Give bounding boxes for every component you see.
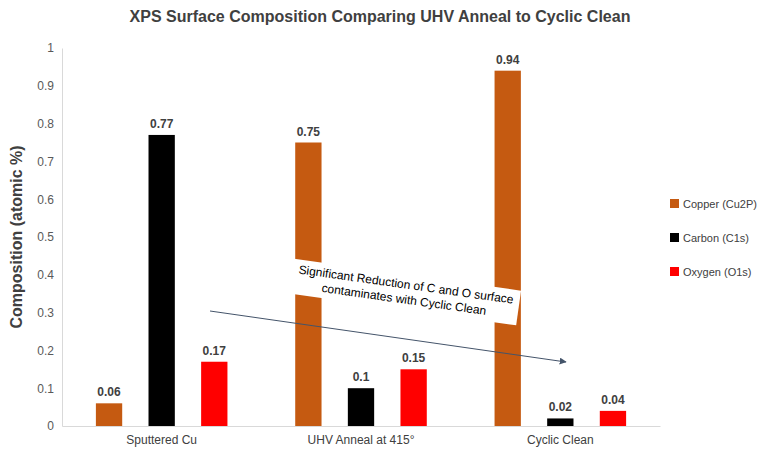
y-tick: 0.2 [37, 344, 62, 358]
data-label: 0.77 [150, 117, 174, 131]
data-label: 0.04 [601, 393, 625, 407]
data-label: 0.17 [203, 344, 227, 358]
bar [600, 411, 626, 426]
y-tick-label: 0.9 [37, 79, 54, 93]
legend-label: Copper (Cu2P) [683, 198, 757, 210]
legend: Copper (Cu2P) Carbon (C1s) Oxygen (O1s) [670, 198, 757, 278]
chart: XPS Surface Composition Comparing UHV An… [0, 0, 760, 461]
data-label: 0.94 [496, 53, 520, 67]
bar [348, 388, 374, 426]
y-tick: 0.6 [37, 193, 62, 207]
y-axis-line [62, 49, 63, 427]
y-tick: 0.3 [37, 306, 62, 320]
data-label: 0.02 [549, 400, 573, 414]
y-tick: 0.4 [37, 268, 62, 282]
bar [495, 71, 521, 426]
x-tick: Cyclic Clean [527, 426, 594, 447]
y-tick-label: 0.5 [37, 230, 54, 244]
y-tick: 0.9 [37, 79, 62, 93]
x-tick: Sputtered Cu [126, 426, 197, 447]
bars [96, 71, 626, 426]
y-tick-label: 0.1 [37, 382, 54, 396]
y-tick-label: 0.3 [37, 306, 54, 320]
y-tick: 1 [47, 41, 62, 55]
legend-label: Oxygen (O1s) [683, 266, 751, 278]
annotation-text: Significant Reduction of C and O surface… [296, 263, 515, 322]
bar [201, 362, 227, 426]
legend-swatch [670, 199, 679, 208]
x-tick-label: Sputtered Cu [126, 433, 197, 447]
y-tick: 0.5 [37, 230, 62, 244]
y-tick-label: 1 [47, 41, 54, 55]
x-tick: UHV Anneal at 415° [308, 426, 415, 447]
legend-swatch [670, 233, 679, 242]
plot: 0 0.1 0.2 0.3 0.4 0.5 0.6 0.7 0.8 0.9 1 Sputtered C… [37, 41, 660, 446]
y-tick-label: 0.8 [37, 117, 54, 131]
x-tick-label: Cyclic Clean [527, 433, 594, 447]
x-axis-line [63, 426, 661, 427]
y-axis: 0 0.1 0.2 0.3 0.4 0.5 0.6 0.7 0.8 0.9 1 [37, 41, 62, 433]
annotation: Significant Reduction of C and O surface… [289, 259, 521, 326]
y-tick: 0.7 [37, 155, 62, 169]
y-tick-label: 0 [47, 419, 54, 433]
title: XPS Surface Composition Comparing UHV An… [130, 8, 631, 25]
annotation-box [289, 259, 521, 326]
legend-swatch [670, 267, 679, 276]
bar [96, 403, 122, 426]
data-labels: 0.06 0.75 0.94 0.77 0.1 0.02 0.17 0.15 0.04 [97, 53, 625, 415]
data-label: 0.75 [297, 125, 321, 139]
data-label: 0.15 [402, 351, 426, 365]
bar [149, 135, 175, 426]
y-tick-label: 0.7 [37, 155, 54, 169]
data-label: 0.1 [353, 370, 370, 384]
y-tick: 0.1 [37, 382, 62, 396]
data-label: 0.06 [97, 385, 121, 399]
y-tick-label: 0.6 [37, 193, 54, 207]
y-tick-label: 0.2 [37, 344, 54, 358]
y-tick: 0.8 [37, 117, 62, 131]
y-tick: 0 [47, 419, 62, 433]
x-tick-label: UHV Anneal at 415° [308, 433, 415, 447]
bar [400, 369, 426, 426]
y-axis-title: Composition (atomic %) [8, 145, 25, 328]
x-axis: Sputtered Cu UHV Anneal at 415° Cyclic Cle… [63, 426, 661, 447]
y-tick-label: 0.4 [37, 268, 54, 282]
bar [547, 418, 573, 426]
legend-label: Carbon (C1s) [683, 232, 749, 244]
